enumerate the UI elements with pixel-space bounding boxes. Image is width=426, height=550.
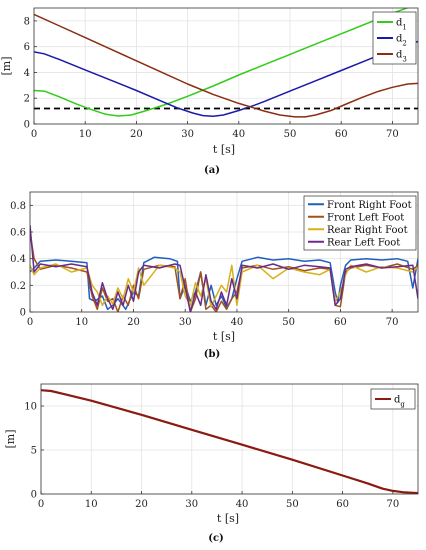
series-line-2 xyxy=(30,231,418,312)
x-tick-label: 10 xyxy=(85,499,98,510)
legend-label: d3 xyxy=(396,50,407,64)
legend-label-subscript: 1 xyxy=(402,24,406,32)
x-tick-label: 70 xyxy=(386,317,399,328)
legend-box xyxy=(370,388,416,410)
series-group xyxy=(34,8,418,118)
legend-label-subscript: 3 xyxy=(402,56,406,64)
y-tick-label: 0 xyxy=(31,490,37,501)
y-axis-label: [m] xyxy=(4,429,17,448)
x-tick-label: 60 xyxy=(336,499,349,510)
chart-3: 0 10 20 30 40 50 60 70 0 5 10 t [s] [m] (c) dg xyxy=(4,383,419,544)
figure-caption: (a) xyxy=(204,165,220,176)
x-tick-label: 60 xyxy=(335,129,348,140)
series-group xyxy=(30,225,418,312)
x-tick-label: 20 xyxy=(135,499,148,510)
figure-caption: (b) xyxy=(204,349,220,360)
y-tick-label: 0.2 xyxy=(10,281,26,292)
x-axis-label: t [s] xyxy=(213,143,235,156)
y-tick-label: 10 xyxy=(24,402,37,413)
y-tick-label: 8 xyxy=(24,16,30,27)
x-tick-label: 20 xyxy=(127,317,140,328)
x-tick-label: 10 xyxy=(79,129,92,140)
legend-label: Rear Right Foot xyxy=(327,225,408,236)
x-tick-label: 60 xyxy=(334,317,347,328)
x-tick-label: 30 xyxy=(185,499,198,510)
legend: dg xyxy=(370,388,416,410)
y-tick-label: 6 xyxy=(24,42,30,53)
legend-label: Front Right Foot xyxy=(327,200,412,211)
series-line-3 xyxy=(30,263,418,308)
series-line-1 xyxy=(34,8,410,117)
y-tick-label: 0 xyxy=(24,120,30,131)
y-axis-label: [m] xyxy=(0,56,13,75)
series-line-3 xyxy=(34,13,418,118)
x-tick-label: 50 xyxy=(284,129,297,140)
x-axis-label: t [s] xyxy=(213,330,235,343)
x-tick-label: 0 xyxy=(27,317,33,328)
x-tick-label: 20 xyxy=(130,129,143,140)
chart-1: 0 10 20 30 40 50 60 70 0 2 4 6 8 t [s] [m] (a) d1 d2 d3 xyxy=(0,7,419,176)
legend-label: Front Left Foot xyxy=(327,212,404,223)
legend-label: Rear Left Foot xyxy=(327,237,400,248)
legend-label-subscript: 2 xyxy=(402,40,406,48)
x-tick-label: 40 xyxy=(231,317,244,328)
axes-box xyxy=(29,191,419,313)
x-tick-label: 40 xyxy=(236,499,249,510)
figure-caption: (c) xyxy=(208,533,224,544)
series-group xyxy=(41,389,418,494)
series-line-1 xyxy=(41,389,418,494)
legend-label-subscript: g xyxy=(400,401,405,409)
axes-box xyxy=(40,383,419,495)
x-tick-label: 30 xyxy=(181,129,194,140)
axes-box xyxy=(33,7,419,125)
y-tick-label: 2 xyxy=(24,94,30,105)
legend-label: d1 xyxy=(396,18,407,32)
y-tick-label: 0 xyxy=(20,308,26,319)
series-line-2 xyxy=(34,40,418,118)
series-line-4 xyxy=(30,225,418,312)
x-tick-label: 50 xyxy=(282,317,295,328)
x-tick-label: 30 xyxy=(179,317,192,328)
x-tick-label: 40 xyxy=(232,129,245,140)
y-tick-label: 0.4 xyxy=(10,254,26,265)
legend: d1 d2 d3 xyxy=(372,11,417,65)
y-tick-label: 5 xyxy=(31,446,37,457)
chart-2: 0 10 20 30 40 50 60 70 0 0.2 0.4 0.6 0.8 t [s] (b) Fron… xyxy=(10,191,419,360)
legend-label: dg xyxy=(394,395,405,409)
x-tick-label: 70 xyxy=(386,129,399,140)
x-tick-label: 10 xyxy=(75,317,88,328)
x-axis-label: t [s] xyxy=(217,512,239,525)
y-tick-label: 0.8 xyxy=(10,201,26,212)
y-tick-label: 0.6 xyxy=(10,228,26,239)
x-tick-label: 50 xyxy=(286,499,299,510)
legend-label: d2 xyxy=(396,34,407,48)
x-tick-label: 0 xyxy=(38,499,44,510)
y-tick-label: 4 xyxy=(24,68,30,79)
x-tick-label: 70 xyxy=(386,499,399,510)
x-tick-label: 0 xyxy=(31,129,37,140)
